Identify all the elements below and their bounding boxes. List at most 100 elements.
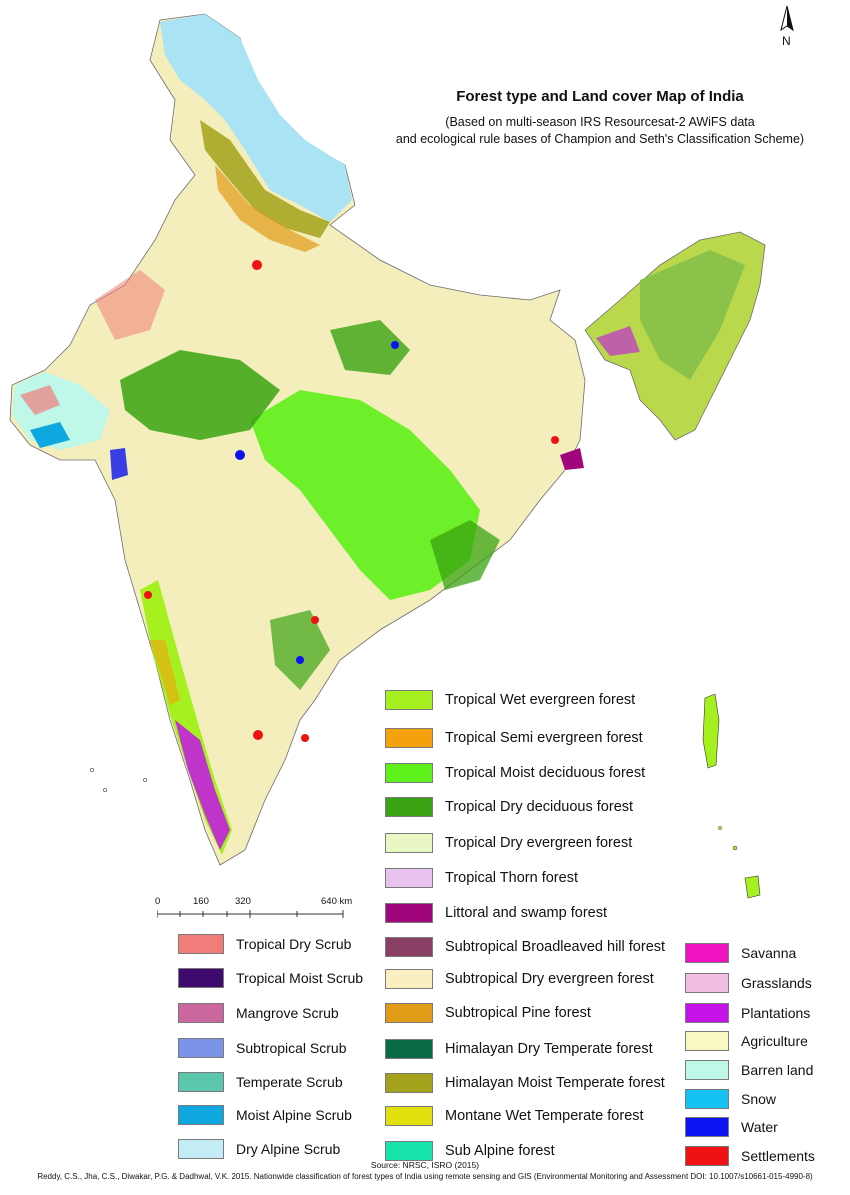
legend-item-himalayan-dry-temperate: Himalayan Dry Temperate forest bbox=[385, 1039, 653, 1059]
water-gujarat bbox=[110, 448, 128, 480]
legend-item-tropical-moist-deciduous: Tropical Moist deciduous forest bbox=[385, 763, 645, 783]
legend-label: Tropical Wet evergreen forest bbox=[445, 692, 636, 708]
eastern-ghats-forest bbox=[430, 520, 500, 590]
legend-label: Mangrove Scrub bbox=[236, 1005, 339, 1021]
legend-item-subtropical-pine: Subtropical Pine forest bbox=[385, 1003, 591, 1023]
sundarbans-littoral bbox=[560, 448, 584, 470]
legend-label: Tropical Dry Scrub bbox=[236, 936, 352, 952]
legend-label: Temperate Scrub bbox=[236, 1074, 343, 1090]
legend-item-tropical-thorn: Tropical Thorn forest bbox=[385, 868, 578, 888]
legend-swatch bbox=[178, 1072, 224, 1092]
legend-swatch bbox=[385, 1039, 433, 1059]
scale-tick-0: 0 bbox=[155, 896, 161, 907]
water-reservoir-3 bbox=[296, 656, 304, 664]
water-reservoir-2 bbox=[391, 341, 399, 349]
satpura-dry-deciduous bbox=[330, 320, 410, 375]
legend-item-littoral-swamp: Littoral and swamp forest bbox=[385, 903, 607, 923]
legend-label: Tropical Moist Scrub bbox=[236, 970, 364, 986]
citation-note: Reddy, C.S., Jha, C.S., Diwakar, P.G. & … bbox=[37, 1172, 813, 1181]
map-title: Forest type and Land cover Map of India bbox=[456, 88, 744, 105]
legend-item-montane-wet-temperate: Montane Wet Temperate forest bbox=[385, 1106, 644, 1126]
legend-swatch bbox=[385, 1003, 433, 1023]
legend-item-sub-alpine: Sub Alpine forest bbox=[385, 1141, 555, 1161]
legend-swatch bbox=[385, 1141, 433, 1161]
legend-label: Littoral and swamp forest bbox=[445, 905, 607, 921]
lakshadweep-islet-2 bbox=[103, 788, 107, 792]
legend-swatch bbox=[685, 1089, 729, 1109]
legend-swatch bbox=[178, 1003, 224, 1023]
legend-item-temperate-scrub: Temperate Scrub bbox=[178, 1072, 343, 1092]
legend-swatch bbox=[178, 1105, 224, 1125]
legend-label: Tropical Dry evergreen forest bbox=[445, 835, 633, 851]
legend-label: Himalayan Moist Temperate forest bbox=[445, 1075, 665, 1091]
himalaya-pine-belt bbox=[215, 165, 320, 252]
north-label: N bbox=[782, 34, 791, 48]
settlement-hyderabad bbox=[311, 616, 319, 624]
legend-swatch bbox=[685, 943, 729, 963]
deccan-forest-patch bbox=[270, 610, 330, 690]
source-note: Source: NRSC, ISRO (2015) bbox=[370, 1160, 480, 1170]
ne-forest-patch bbox=[640, 250, 745, 380]
legend-swatch bbox=[685, 1003, 729, 1023]
legend-label: Subtropical Scrub bbox=[236, 1040, 347, 1056]
legend-label: Barren land bbox=[741, 1062, 814, 1078]
subtitle-line-2: and ecological rule bases of Champion an… bbox=[395, 132, 805, 146]
legend-swatch bbox=[385, 868, 433, 888]
legend-label: Snow bbox=[741, 1091, 777, 1107]
settlement-mumbai bbox=[144, 591, 152, 599]
legend-swatch bbox=[385, 833, 433, 853]
legend-label: Subtropical Dry evergreen forest bbox=[445, 971, 654, 987]
legend-swatch bbox=[178, 1038, 224, 1058]
western-ghats-plantations bbox=[175, 720, 230, 850]
legend-item-subtropical-dry-evergreen: Subtropical Dry evergreen forest bbox=[385, 969, 654, 989]
legend-swatch bbox=[685, 973, 729, 993]
legend-label: Montane Wet Temperate forest bbox=[445, 1108, 644, 1124]
scale-tick-160: 160 bbox=[193, 896, 209, 907]
legend-item-himalayan-moist-temperate: Himalayan Moist Temperate forest bbox=[385, 1073, 665, 1093]
legend-item-barren-land: Barren land bbox=[685, 1060, 813, 1080]
legend-item-water: Water bbox=[685, 1117, 778, 1137]
legend-label: Tropical Moist deciduous forest bbox=[445, 765, 646, 781]
legend-item-tropical-dry-evergreen: Tropical Dry evergreen forest bbox=[385, 833, 632, 853]
legend-item-agriculture: Agriculture bbox=[685, 1031, 808, 1051]
legend-item-subtropical-broadleaved: Subtropical Broadleaved hill forest bbox=[385, 937, 665, 957]
legend-swatch bbox=[685, 1060, 729, 1080]
kutch-water bbox=[30, 422, 70, 448]
legend-label: Subtropical Pine forest bbox=[445, 1005, 591, 1021]
legend-swatch bbox=[178, 1139, 224, 1159]
legend-item-dry-alpine-scrub: Dry Alpine Scrub bbox=[178, 1139, 340, 1159]
map-subtitle: (Based on multi-season IRS Resourcesat-2… bbox=[380, 114, 820, 148]
legend-label: Plantations bbox=[741, 1005, 811, 1021]
thar-scrub bbox=[95, 270, 165, 340]
legend-label: Water bbox=[741, 1119, 778, 1135]
kutch-scrub bbox=[20, 385, 60, 415]
legend-swatch bbox=[385, 763, 433, 783]
legend-label: Dry Alpine Scrub bbox=[236, 1141, 341, 1157]
legend-item-savanna: Savanna bbox=[685, 943, 796, 963]
legend-item-tropical-wet-evergreen: Tropical Wet evergreen forest bbox=[385, 690, 635, 710]
legend-label: Agriculture bbox=[741, 1033, 808, 1049]
legend-swatch bbox=[385, 903, 433, 923]
ne-plantation-patch bbox=[596, 326, 640, 356]
scale-bar: 0 160 320 640 km bbox=[155, 896, 365, 920]
legend-item-grasslands: Grasslands bbox=[685, 973, 812, 993]
legend-label: Subtropical Broadleaved hill forest bbox=[445, 939, 666, 955]
nicobar-islands bbox=[744, 875, 761, 899]
legend-swatch bbox=[385, 1106, 433, 1126]
legend-label: Tropical Thorn forest bbox=[445, 870, 578, 886]
legend-swatch bbox=[385, 1073, 433, 1093]
scale-tick-640: 640 km bbox=[321, 896, 353, 907]
settlement-bangalore bbox=[253, 730, 263, 740]
legend-label: Sub Alpine forest bbox=[445, 1143, 555, 1159]
scale-ruler bbox=[157, 910, 344, 918]
legend-swatch bbox=[385, 690, 433, 710]
legend-item-settlements: Settlements bbox=[685, 1146, 815, 1166]
legend-item-tropical-semi-evergreen: Tropical Semi evergreen forest bbox=[385, 728, 643, 748]
legend-label: Savanna bbox=[741, 945, 797, 961]
legend-swatch bbox=[178, 968, 224, 988]
legend-label: Tropical Semi evergreen forest bbox=[445, 730, 643, 746]
legend-swatch bbox=[178, 934, 224, 954]
north-arrow-icon bbox=[780, 5, 794, 32]
settlement-chennai bbox=[301, 734, 309, 742]
